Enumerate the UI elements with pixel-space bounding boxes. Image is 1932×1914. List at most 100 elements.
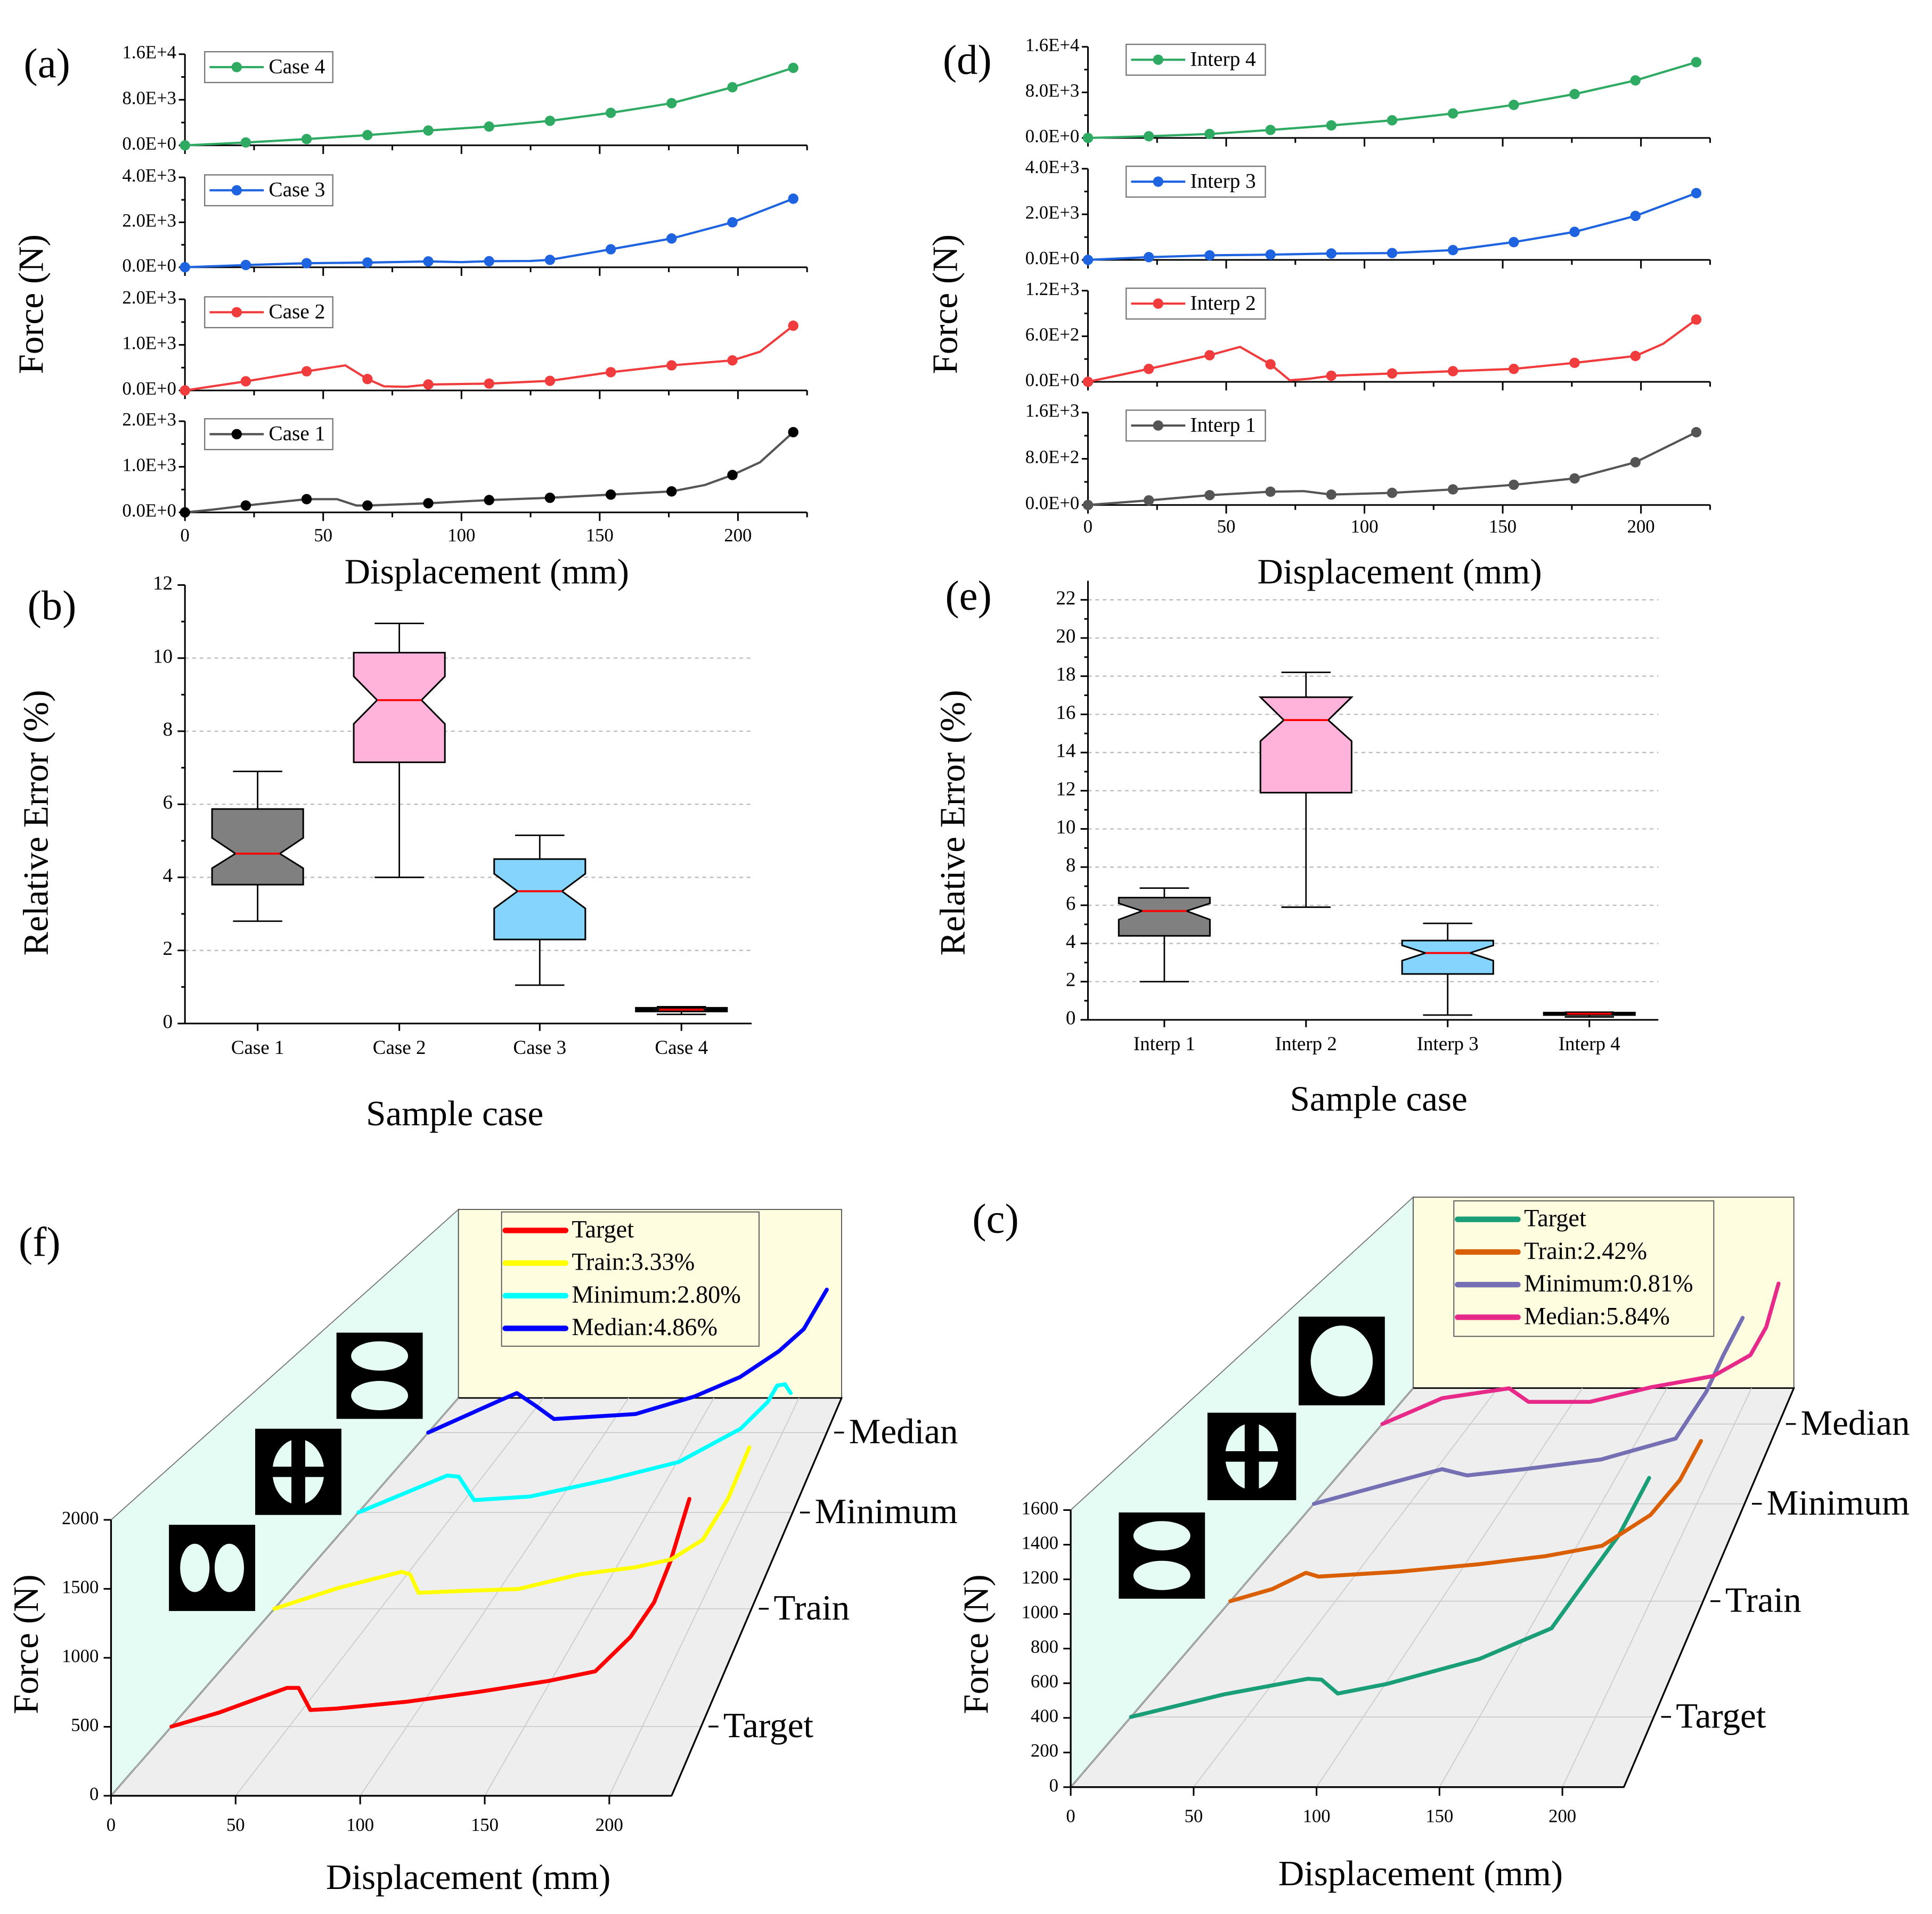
data-point bbox=[1630, 350, 1641, 362]
data-point bbox=[605, 489, 616, 500]
data-point bbox=[666, 233, 677, 244]
panel-label: (a) bbox=[24, 40, 70, 87]
box-interp-2: Interp 2 bbox=[1258, 672, 1354, 1055]
legend-box bbox=[501, 1211, 760, 1347]
data-point bbox=[362, 374, 373, 385]
floor-grid-line bbox=[1316, 1387, 1583, 1788]
y-tick-label: 4.0E+3 bbox=[123, 165, 176, 186]
y-tick-label: 1.6E+4 bbox=[1025, 35, 1079, 55]
depth-axis-label: Target bbox=[1676, 1696, 1766, 1736]
data-point bbox=[423, 125, 434, 136]
x-tick-label: Case 3 bbox=[513, 1037, 566, 1059]
data-point bbox=[301, 494, 312, 504]
legend-marker bbox=[231, 62, 242, 72]
data-point bbox=[1143, 495, 1154, 506]
legend-label: Target bbox=[1524, 1205, 1586, 1232]
x-axis-title: Displacement (mm) bbox=[345, 551, 629, 591]
data-point bbox=[1447, 484, 1458, 495]
subplot-case-3: 0.0E+0 2.0E+3 4.0E+3 Case 3 bbox=[123, 165, 808, 276]
legend-marker bbox=[1153, 420, 1164, 431]
y-tick-label: 2.0E+3 bbox=[123, 287, 176, 308]
y-tick-label: 1.2E+3 bbox=[1025, 279, 1079, 299]
floor-grid-line bbox=[1193, 1387, 1498, 1788]
series-median: Median bbox=[426, 1287, 958, 1451]
panel-label: (d) bbox=[943, 37, 992, 83]
subplot-case-1: 0.0E+0 1.0E+3 2.0E+3 Case 1 0 50 100 150 200 bbox=[123, 409, 808, 545]
x-tick-label: 50 bbox=[1184, 1806, 1203, 1827]
y-tick-label: 22 bbox=[1056, 587, 1075, 609]
legend-marker bbox=[231, 429, 242, 439]
y-axis-title: Force (N) bbox=[925, 234, 965, 374]
data-point bbox=[1447, 108, 1458, 119]
data-point bbox=[1691, 57, 1702, 68]
y-tick-label: 800 bbox=[1031, 1637, 1058, 1657]
data-point bbox=[484, 495, 494, 505]
x-tick-label: 50 bbox=[1217, 516, 1236, 537]
y-tick-label: 600 bbox=[1031, 1671, 1058, 1692]
data-point bbox=[544, 493, 556, 503]
data-point bbox=[788, 320, 798, 331]
data-point bbox=[727, 355, 738, 366]
y-tick-label: 0.0E+0 bbox=[123, 378, 176, 399]
data-point bbox=[423, 498, 434, 509]
y-tick-label: 0 bbox=[163, 1011, 173, 1033]
data-point bbox=[1204, 128, 1215, 140]
legend: Interp 3 bbox=[1126, 166, 1266, 198]
y-tick-label: 10 bbox=[153, 645, 173, 667]
data-point bbox=[1265, 359, 1276, 370]
subplot-case-4: 0.0E+0 8.0E+3 1.6E+4 Case 4 bbox=[123, 42, 808, 154]
data-point bbox=[180, 385, 190, 396]
legend-marker bbox=[1153, 176, 1164, 187]
topology-structure-image bbox=[1207, 1412, 1297, 1500]
data-point bbox=[666, 360, 677, 371]
y-axis-title: Relative Error (%) bbox=[932, 690, 972, 955]
x-tick-label: Interp 4 bbox=[1559, 1033, 1620, 1055]
data-point bbox=[727, 82, 738, 93]
box-case-1: Case 1 bbox=[211, 771, 304, 1059]
notched-box bbox=[211, 808, 304, 886]
floor-grid-line bbox=[110, 1397, 459, 1796]
data-point bbox=[423, 256, 434, 267]
y-tick-label: 500 bbox=[71, 1714, 99, 1735]
data-point bbox=[1509, 100, 1519, 110]
data-point bbox=[1204, 490, 1215, 501]
y-tick-label: 2 bbox=[163, 938, 173, 960]
x-tick-label: 150 bbox=[1489, 516, 1517, 537]
panel-d-force-displacement-interp: 0.0E+0 8.0E+3 1.6E+4 Interp 4 0.0E+0 2.0E+3 4.… bbox=[925, 35, 1711, 591]
depth-axis-label: Train bbox=[773, 1588, 850, 1627]
y-tick-label: 0.0E+0 bbox=[1025, 493, 1079, 513]
data-point bbox=[1569, 226, 1580, 238]
topology-bar bbox=[264, 1467, 333, 1477]
data-point bbox=[1387, 487, 1398, 498]
box-interp-3: Interp 3 bbox=[1401, 922, 1494, 1055]
x-tick-label: 0 bbox=[1083, 516, 1093, 537]
data-point bbox=[544, 116, 556, 126]
y-axis-title: Force (N) bbox=[11, 234, 51, 374]
data-point bbox=[1509, 363, 1519, 374]
data-point bbox=[240, 259, 251, 271]
data-point bbox=[666, 486, 677, 497]
x-tick-label: 0 bbox=[107, 1814, 116, 1835]
x-tick-label: Interp 1 bbox=[1134, 1033, 1195, 1055]
notched-box bbox=[493, 858, 586, 940]
legend-label: Target bbox=[572, 1216, 634, 1243]
x-tick-label: 100 bbox=[1351, 516, 1379, 537]
legend: Interp 4 bbox=[1126, 44, 1266, 76]
data-point bbox=[484, 121, 494, 132]
floor-grid-line bbox=[360, 1397, 630, 1796]
legend-label: Train:2.42% bbox=[1524, 1238, 1647, 1265]
depth-axis bbox=[1623, 1387, 1795, 1788]
series-line bbox=[1129, 1476, 1651, 1719]
legend-label: Case 4 bbox=[268, 54, 325, 78]
y-tick-label: 1600 bbox=[1022, 1498, 1058, 1518]
legend-label: Train:3.33% bbox=[572, 1249, 695, 1276]
data-point bbox=[666, 98, 677, 109]
y-tick-label: 10 bbox=[1056, 816, 1075, 838]
legend: Target Train:3.33% Minimum:2.80% Median:4.8… bbox=[501, 1211, 760, 1347]
panel-label: (f) bbox=[19, 1220, 61, 1266]
data-point bbox=[240, 376, 251, 387]
floor-grid-line bbox=[1562, 1388, 1752, 1788]
legend: Case 1 bbox=[204, 418, 333, 451]
y-tick-label: 6 bbox=[163, 792, 173, 814]
data-point bbox=[605, 244, 616, 255]
